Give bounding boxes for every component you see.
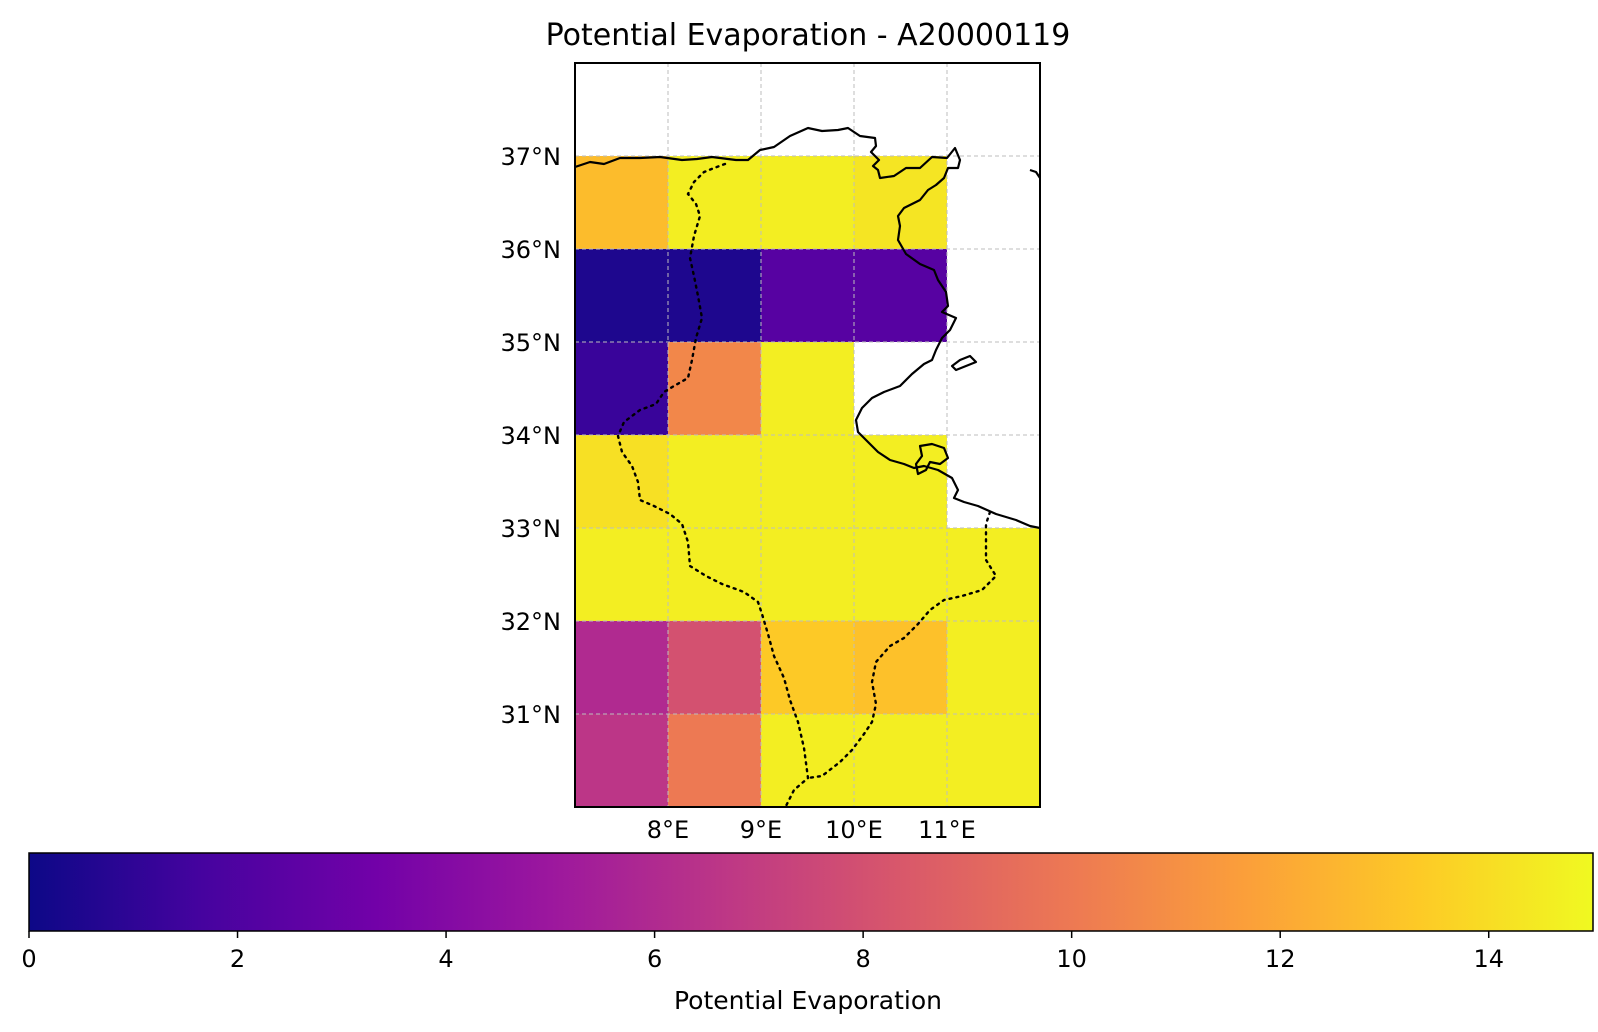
colorbar-tick-label: 8 bbox=[855, 945, 870, 973]
heatmap-cell bbox=[575, 342, 668, 435]
heatmap-cell bbox=[668, 528, 761, 621]
heatmap-cell bbox=[668, 621, 761, 714]
heatmap-cell bbox=[575, 156, 668, 249]
latitude-tick-label: 36°N bbox=[501, 236, 562, 264]
kerkennah-island bbox=[950, 354, 978, 372]
colorbar-tick-label: 2 bbox=[230, 945, 245, 973]
latitude-tick-label: 35°N bbox=[501, 329, 562, 357]
heatmap-cell bbox=[854, 435, 947, 528]
map-frame bbox=[574, 62, 1041, 808]
djerba-island bbox=[914, 442, 950, 476]
country-border-tunisia-libya bbox=[806, 510, 998, 780]
heatmap-cell bbox=[668, 342, 761, 435]
longitude-tick-label: 10°E bbox=[825, 816, 883, 844]
latitude-tick-labels: 31°N 32°N 33°N 34°N 35°N 36°N 37°N bbox=[501, 143, 562, 729]
longitude-tick-labels: 8°E 9°E 10°E 11°E bbox=[647, 816, 976, 844]
heatmap-cell bbox=[575, 528, 668, 621]
latitude-tick-label: 37°N bbox=[501, 143, 562, 171]
colorbar-tick-label: 4 bbox=[438, 945, 453, 973]
heatmap-cell bbox=[575, 621, 668, 714]
heatmap-cell bbox=[854, 621, 947, 714]
country-border-algeria-tunisia bbox=[616, 162, 810, 807]
heatmap-cell bbox=[854, 249, 947, 342]
latitude-tick-label: 31°N bbox=[501, 701, 562, 729]
latitude-tick-label: 34°N bbox=[501, 422, 562, 450]
heatmap-cell bbox=[761, 342, 854, 435]
chart-title: Potential Evaporation - A20000119 bbox=[546, 18, 1071, 53]
colorbar-tick-label: 14 bbox=[1473, 945, 1504, 973]
heatmap-cells bbox=[575, 156, 1040, 807]
heatmap-cell bbox=[761, 528, 854, 621]
heatmap-cell bbox=[761, 435, 854, 528]
longitude-tick-label: 8°E bbox=[647, 816, 689, 844]
heatmap-cell bbox=[947, 621, 1040, 714]
gridlines bbox=[575, 63, 1040, 807]
heatmap-cell bbox=[761, 714, 854, 807]
heatmap-cell bbox=[761, 156, 854, 249]
coastline bbox=[575, 126, 1040, 530]
heatmap-cell bbox=[668, 249, 761, 342]
heatmap-cell bbox=[854, 156, 947, 249]
heatmap-cell bbox=[761, 249, 854, 342]
colorbar-tick-label: 0 bbox=[21, 945, 36, 973]
colorbar-label: Potential Evaporation bbox=[674, 986, 942, 1015]
colorbar-tick-label: 6 bbox=[647, 945, 662, 973]
latitude-tick-label: 33°N bbox=[501, 515, 562, 543]
map-area bbox=[575, 63, 1040, 807]
longitude-tick-label: 11°E bbox=[918, 816, 976, 844]
heatmap-cell bbox=[668, 435, 761, 528]
heatmap-cell bbox=[854, 528, 947, 621]
longitude-tick-label: 9°E bbox=[740, 816, 782, 844]
heatmap-cell bbox=[854, 714, 947, 807]
heatmap-cell bbox=[761, 621, 854, 714]
colorbar-tick-label: 12 bbox=[1265, 945, 1296, 973]
latitude-tick-label: 32°N bbox=[501, 608, 562, 636]
colorbar-ticks: 0 2 4 6 8 10 12 14 bbox=[21, 931, 1504, 973]
heatmap-cell bbox=[668, 714, 761, 807]
colorbar bbox=[28, 852, 1594, 932]
heatmap-cell bbox=[947, 714, 1040, 807]
coast-east-fragment bbox=[1029, 168, 1040, 179]
heatmap-cell bbox=[575, 714, 668, 807]
colorbar-tick-label: 10 bbox=[1056, 945, 1087, 973]
heatmap-cell bbox=[575, 249, 668, 342]
heatmap-cell bbox=[947, 528, 1040, 621]
heatmap-cell bbox=[668, 156, 761, 249]
